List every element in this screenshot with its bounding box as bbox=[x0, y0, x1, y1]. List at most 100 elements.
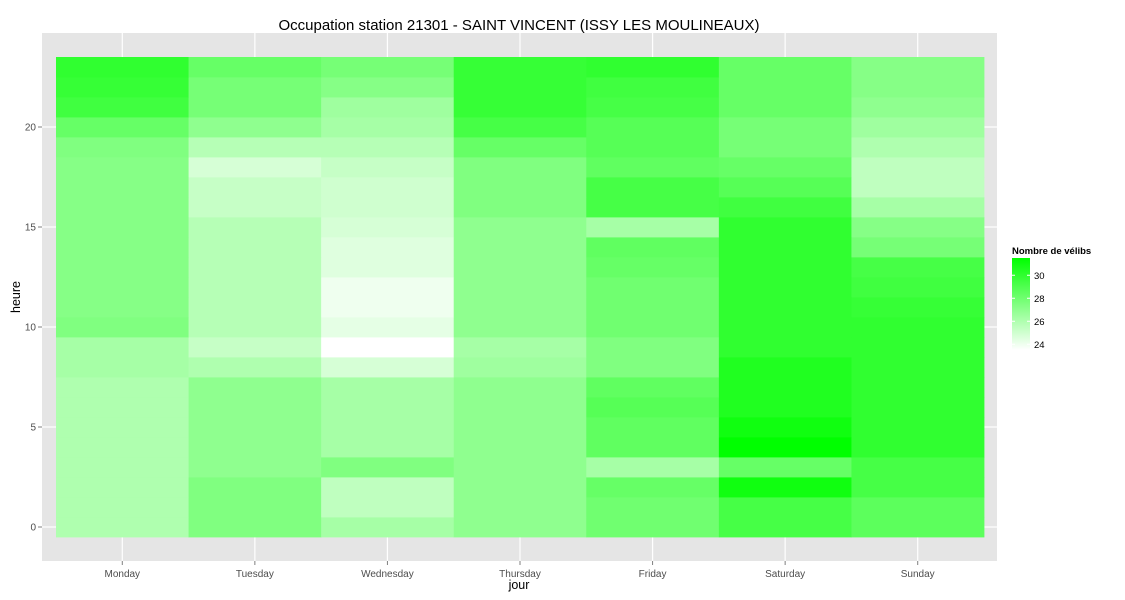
heatmap-cell bbox=[851, 337, 985, 358]
heatmap-cell bbox=[188, 377, 322, 398]
heatmap-cell bbox=[453, 277, 587, 298]
heatmap-cell bbox=[718, 297, 852, 318]
heatmap-cell bbox=[188, 357, 322, 378]
heatmap-cell bbox=[718, 237, 852, 258]
legend-ticks: 24 26 28 30 bbox=[1012, 271, 1045, 351]
heatmap-cell bbox=[188, 317, 322, 338]
heatmap-cell bbox=[56, 157, 189, 178]
heatmap-cell bbox=[56, 357, 189, 378]
heatmap-cell bbox=[56, 297, 189, 318]
heatmap-cell bbox=[851, 137, 985, 158]
heatmap-cell bbox=[321, 377, 455, 398]
x-axis-title: jour bbox=[508, 578, 530, 592]
heatmap-cell bbox=[453, 97, 587, 118]
heatmap-cell bbox=[321, 437, 455, 458]
heatmap-cell bbox=[188, 57, 322, 78]
heatmap-cell bbox=[56, 277, 189, 298]
heatmap-cell bbox=[321, 297, 455, 318]
heatmap-cell bbox=[851, 417, 985, 438]
y-tick-label: 5 bbox=[30, 423, 36, 434]
heatmap-cell bbox=[718, 77, 852, 98]
heatmap-cell bbox=[188, 237, 322, 258]
heatmap-cell bbox=[586, 377, 720, 398]
heatmap-cell bbox=[453, 317, 587, 338]
heatmap-cell bbox=[586, 157, 720, 178]
heatmap-cell bbox=[321, 317, 455, 338]
heatmap-cell bbox=[586, 117, 720, 138]
heatmap-cell bbox=[321, 137, 455, 158]
heatmap-cell bbox=[586, 257, 720, 278]
heatmap-cell bbox=[586, 457, 720, 478]
heatmap-cell bbox=[718, 337, 852, 358]
heatmap-cell bbox=[453, 377, 587, 398]
heatmap-cell bbox=[718, 397, 852, 418]
heatmap-cell bbox=[851, 237, 985, 258]
legend-tick-label: 30 bbox=[1034, 271, 1045, 282]
heatmap-cell bbox=[188, 177, 322, 198]
heatmap-cell bbox=[453, 297, 587, 318]
heatmap-cell bbox=[321, 217, 455, 238]
heatmap-cell bbox=[188, 437, 322, 458]
heatmap-cell bbox=[586, 217, 720, 238]
legend-title: Nombre de vélibs bbox=[1012, 246, 1091, 257]
heatmap-cell bbox=[718, 257, 852, 278]
heatmap-cell bbox=[851, 457, 985, 478]
legend-tick-label: 24 bbox=[1034, 340, 1045, 351]
heatmap-cell bbox=[321, 457, 455, 478]
heatmap-cell bbox=[56, 177, 189, 198]
heatmap-cell bbox=[321, 497, 455, 518]
heatmap-cell bbox=[718, 117, 852, 138]
heatmap-cell bbox=[56, 97, 189, 118]
heatmap-cell bbox=[321, 357, 455, 378]
heatmap-cell bbox=[56, 77, 189, 98]
heatmap-cell bbox=[188, 457, 322, 478]
heatmap-cell bbox=[321, 417, 455, 438]
heatmap-cell bbox=[851, 77, 985, 98]
heatmap-cell bbox=[718, 277, 852, 298]
heatmap-cell bbox=[851, 97, 985, 118]
heatmap-cell bbox=[851, 177, 985, 198]
heatmap-cell bbox=[851, 157, 985, 178]
heatmap-cell bbox=[188, 477, 322, 498]
heatmap-cell bbox=[586, 497, 720, 518]
heatmap-cell bbox=[718, 157, 852, 178]
color-legend: Nombre de vélibs 24 26 28 30 bbox=[1012, 246, 1091, 351]
heatmap-cell bbox=[851, 357, 985, 378]
heatmap-cell bbox=[718, 357, 852, 378]
heatmap-cell bbox=[453, 57, 587, 78]
heatmap-cell bbox=[56, 137, 189, 158]
heatmap-cell bbox=[586, 357, 720, 378]
heatmap-cell bbox=[453, 157, 587, 178]
heatmap-cell bbox=[188, 137, 322, 158]
heatmap-cell bbox=[453, 357, 587, 378]
heatmap-cell bbox=[718, 57, 852, 78]
heatmap-cell bbox=[851, 317, 985, 338]
x-tick-label: Monday bbox=[104, 569, 140, 580]
heatmap-cell bbox=[586, 237, 720, 258]
heatmap-cell bbox=[188, 117, 322, 138]
heatmap-cell bbox=[188, 197, 322, 218]
heatmap-cell bbox=[851, 497, 985, 518]
heatmap-cell bbox=[188, 517, 322, 538]
y-axis-title: heure bbox=[9, 281, 23, 313]
heatmap-cell bbox=[453, 237, 587, 258]
heatmap-cell bbox=[453, 197, 587, 218]
x-tick-label: Wednesday bbox=[361, 569, 414, 580]
heatmap-cell bbox=[321, 337, 455, 358]
heatmap-cell bbox=[321, 117, 455, 138]
heatmap-cell bbox=[453, 457, 587, 478]
heatmap-cell bbox=[851, 257, 985, 278]
heatmap-cell bbox=[321, 477, 455, 498]
heatmap-cell bbox=[321, 237, 455, 258]
heatmap-cell bbox=[188, 417, 322, 438]
heatmap-cell bbox=[188, 297, 322, 318]
y-tick-label: 10 bbox=[25, 323, 37, 334]
heatmap-cell bbox=[586, 477, 720, 498]
heatmap-cell bbox=[56, 397, 189, 418]
heatmap-cell bbox=[453, 497, 587, 518]
heatmap-cell bbox=[321, 57, 455, 78]
heatmap-cell bbox=[851, 197, 985, 218]
heatmap-cell bbox=[718, 137, 852, 158]
y-tick-label: 20 bbox=[25, 123, 37, 134]
